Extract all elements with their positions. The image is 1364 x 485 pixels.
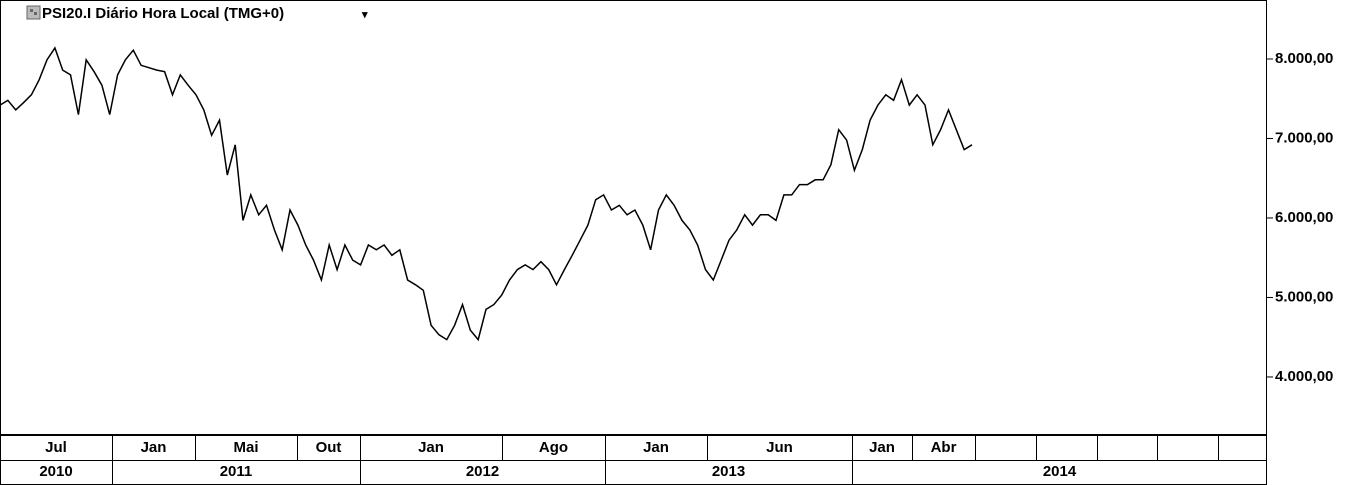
year-label: 2010	[39, 463, 72, 480]
month-label: Mai	[233, 439, 258, 456]
y-tick-label: 5.000,00	[1275, 288, 1333, 305]
month-label: Jan	[869, 439, 895, 456]
y-tick-label: 7.000,00	[1275, 129, 1333, 146]
month-label: Abr	[931, 439, 957, 456]
month-label: Jun	[766, 439, 793, 456]
year-label: 2014	[1043, 463, 1077, 480]
year-label: 2011	[220, 463, 253, 480]
year-label: 2013	[712, 463, 745, 480]
y-tick-label: 8.000,00	[1275, 50, 1333, 67]
chart-title: PSI20.I Diário Hora Local (TMG+0)	[42, 5, 284, 22]
plot-frame	[0, 0, 1267, 435]
month-label: Jan	[141, 439, 167, 456]
y-tick-label: 4.000,00	[1275, 368, 1333, 385]
month-label: Ago	[539, 439, 568, 456]
year-label: 2012	[466, 463, 499, 480]
month-label: Out	[316, 439, 342, 456]
month-label: Jan	[643, 439, 669, 456]
y-tick-label: 6.000,00	[1275, 209, 1333, 226]
price-line	[0, 46, 973, 342]
dropdown-arrow[interactable]: ▾	[361, 9, 368, 21]
month-label: Jan	[418, 439, 444, 456]
chart-icon	[26, 5, 41, 20]
month-label: Jul	[45, 439, 67, 456]
